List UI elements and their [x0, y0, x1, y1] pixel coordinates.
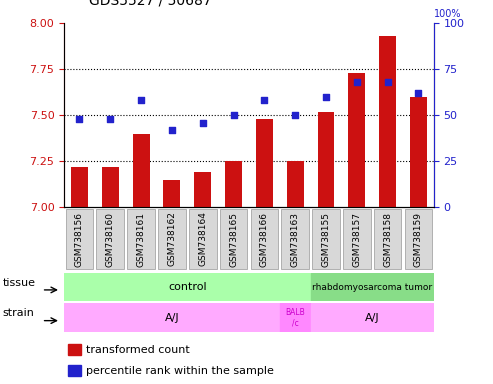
Bar	[68, 344, 81, 355]
FancyBboxPatch shape	[312, 209, 340, 270]
Text: A/J: A/J	[165, 313, 179, 323]
Point	[168, 127, 176, 133]
Point	[353, 79, 361, 85]
Bar	[317, 111, 334, 207]
Bar	[410, 97, 427, 207]
Bar	[194, 172, 211, 207]
FancyBboxPatch shape	[158, 209, 186, 270]
Text: percentile rank within the sample: percentile rank within the sample	[86, 366, 274, 376]
Bar	[64, 273, 311, 301]
FancyBboxPatch shape	[374, 209, 401, 270]
Bar	[311, 273, 434, 301]
Bar	[256, 119, 273, 207]
Text: rhabdomyosarcoma tumor: rhabdomyosarcoma tumor	[312, 283, 432, 291]
Text: GSM738161: GSM738161	[137, 212, 145, 266]
Text: BALB
/c: BALB /c	[285, 308, 305, 328]
Text: GSM738155: GSM738155	[321, 212, 330, 266]
Text: GSM738159: GSM738159	[414, 212, 423, 266]
Point	[75, 116, 83, 122]
Bar	[164, 180, 180, 207]
FancyBboxPatch shape	[97, 209, 124, 270]
Bar	[287, 161, 304, 207]
Point	[230, 112, 238, 118]
Text: GSM738164: GSM738164	[198, 212, 207, 266]
Text: tissue: tissue	[2, 278, 35, 288]
Bar	[71, 167, 88, 207]
FancyBboxPatch shape	[127, 209, 155, 270]
Text: GDS5527 / 50687: GDS5527 / 50687	[89, 0, 211, 8]
Text: GSM738165: GSM738165	[229, 212, 238, 266]
Bar	[64, 303, 280, 332]
Text: GSM738162: GSM738162	[168, 212, 176, 266]
Text: GSM738158: GSM738158	[383, 212, 392, 266]
FancyBboxPatch shape	[66, 209, 93, 270]
Bar	[280, 303, 311, 332]
Bar	[225, 161, 242, 207]
Text: strain: strain	[2, 308, 35, 318]
Bar	[349, 73, 365, 207]
Point	[260, 98, 268, 104]
Point	[106, 116, 114, 122]
Point	[137, 98, 145, 104]
Text: 100%: 100%	[434, 9, 461, 19]
Bar	[379, 36, 396, 207]
Bar	[311, 303, 434, 332]
Point	[291, 112, 299, 118]
Point	[384, 79, 391, 85]
Text: GSM738166: GSM738166	[260, 212, 269, 266]
Text: A/J: A/J	[365, 313, 380, 323]
Text: control: control	[168, 282, 207, 292]
Bar	[68, 366, 81, 376]
Text: transformed count: transformed count	[86, 345, 190, 355]
Text: GSM738156: GSM738156	[75, 212, 84, 266]
Text: GSM738157: GSM738157	[352, 212, 361, 266]
Point	[322, 94, 330, 100]
FancyBboxPatch shape	[405, 209, 432, 270]
FancyBboxPatch shape	[220, 209, 247, 270]
FancyBboxPatch shape	[282, 209, 309, 270]
Point	[199, 119, 207, 126]
FancyBboxPatch shape	[250, 209, 278, 270]
Point	[415, 90, 423, 96]
Bar	[102, 167, 119, 207]
FancyBboxPatch shape	[189, 209, 216, 270]
Bar	[133, 134, 149, 207]
FancyBboxPatch shape	[343, 209, 371, 270]
Text: GSM738163: GSM738163	[291, 212, 300, 266]
Text: GSM738160: GSM738160	[106, 212, 115, 266]
